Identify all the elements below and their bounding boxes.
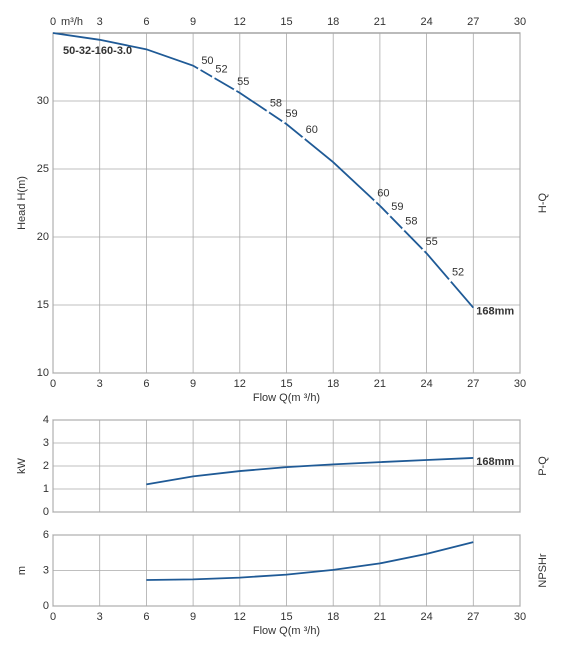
efficiency-point (266, 110, 270, 114)
top-tick-label: 9 (190, 16, 196, 28)
efficiency-label: 50 (201, 55, 213, 67)
x-tick-label: 0 (50, 378, 56, 390)
efficiency-label: 60 (306, 124, 318, 136)
x-tick-label: 0 (50, 611, 56, 623)
curve (146, 541, 474, 581)
top-tick-label: 30 (514, 16, 526, 28)
curve-label: 168mm (476, 456, 514, 468)
y-tick-label: 2 (43, 460, 49, 472)
y-tick-label: 20 (37, 231, 49, 243)
y-tick-label: 0 (43, 506, 49, 518)
x-tick-label: 27 (467, 378, 479, 390)
top-tick-label: 24 (420, 16, 432, 28)
x-tick-label: 27 (467, 611, 479, 623)
x-tick-label: 21 (374, 378, 386, 390)
efficiency-label: 60 (377, 187, 389, 199)
x-tick-label: 24 (420, 611, 432, 623)
efficiency-point (373, 199, 377, 203)
x-axis-label: Flow Q(m ³/h) (253, 625, 320, 637)
top-tick-label: 21 (374, 16, 386, 28)
y-tick-label: 30 (37, 95, 49, 107)
x-tick-label: 9 (190, 611, 196, 623)
top-tick-label: 18 (327, 16, 339, 28)
top-tick-label: 12 (234, 16, 246, 28)
x-tick-label: 12 (234, 378, 246, 390)
curve-label: 168mm (476, 306, 514, 318)
top-tick-label: 6 (143, 16, 149, 28)
top-tick-label: 15 (280, 16, 292, 28)
side-label: P-Q (537, 456, 549, 476)
x-tick-label: 18 (327, 611, 339, 623)
x-tick-label: 6 (143, 378, 149, 390)
x-tick-label: 18 (327, 378, 339, 390)
top-tick-label: 3 (97, 16, 103, 28)
efficiency-label: 58 (405, 215, 417, 227)
efficiency-label: 55 (237, 76, 249, 88)
efficiency-point (197, 67, 201, 71)
efficiency-label: 59 (391, 201, 403, 213)
top-axis-unit: m³/h (61, 16, 83, 28)
efficiency-label: 58 (270, 98, 282, 110)
y-axis-label: kW (16, 457, 28, 474)
y-tick-label: 3 (43, 437, 49, 449)
efficiency-label: 55 (425, 236, 437, 248)
efficiency-point (448, 279, 452, 283)
x-tick-label: 9 (190, 378, 196, 390)
y-axis-label: m (16, 566, 28, 575)
efficiency-point (233, 88, 237, 92)
efficiency-label: 52 (215, 63, 227, 75)
y-tick-label: 0 (43, 600, 49, 612)
efficiency-point (387, 213, 391, 217)
x-tick-label: 24 (420, 378, 432, 390)
efficiency-point (401, 228, 405, 232)
efficiency-label: 52 (452, 266, 464, 278)
y-tick-label: 4 (43, 414, 49, 426)
efficiency-point (211, 75, 215, 79)
x-tick-label: 6 (143, 611, 149, 623)
y-tick-label: 3 (43, 564, 49, 576)
x-axis-label: Flow Q(m ³/h) (253, 392, 320, 404)
y-tick-label: 15 (37, 299, 49, 311)
x-tick-label: 30 (514, 611, 526, 623)
y-tick-label: 25 (37, 163, 49, 175)
x-tick-label: 15 (280, 611, 292, 623)
top-tick-label: 0 (50, 16, 56, 28)
x-tick-label: 12 (234, 611, 246, 623)
x-tick-label: 3 (97, 378, 103, 390)
x-tick-label: 3 (97, 611, 103, 623)
side-label: H-Q (537, 192, 549, 213)
x-tick-label: 21 (374, 611, 386, 623)
x-tick-label: 15 (280, 378, 292, 390)
y-tick-label: 6 (43, 529, 49, 541)
x-tick-label: 30 (514, 378, 526, 390)
efficiency-point (421, 248, 425, 252)
top-tick-label: 27 (467, 16, 479, 28)
curve (146, 457, 474, 486)
side-label: NPSHr (537, 553, 549, 588)
model-label: 50-32-160-3.0 (63, 45, 132, 57)
efficiency-point (281, 120, 285, 124)
y-axis-label: Head H(m) (16, 176, 28, 230)
efficiency-point (302, 136, 306, 140)
efficiency-label: 59 (285, 108, 297, 120)
y-tick-label: 10 (37, 367, 49, 379)
y-tick-label: 1 (43, 483, 49, 495)
